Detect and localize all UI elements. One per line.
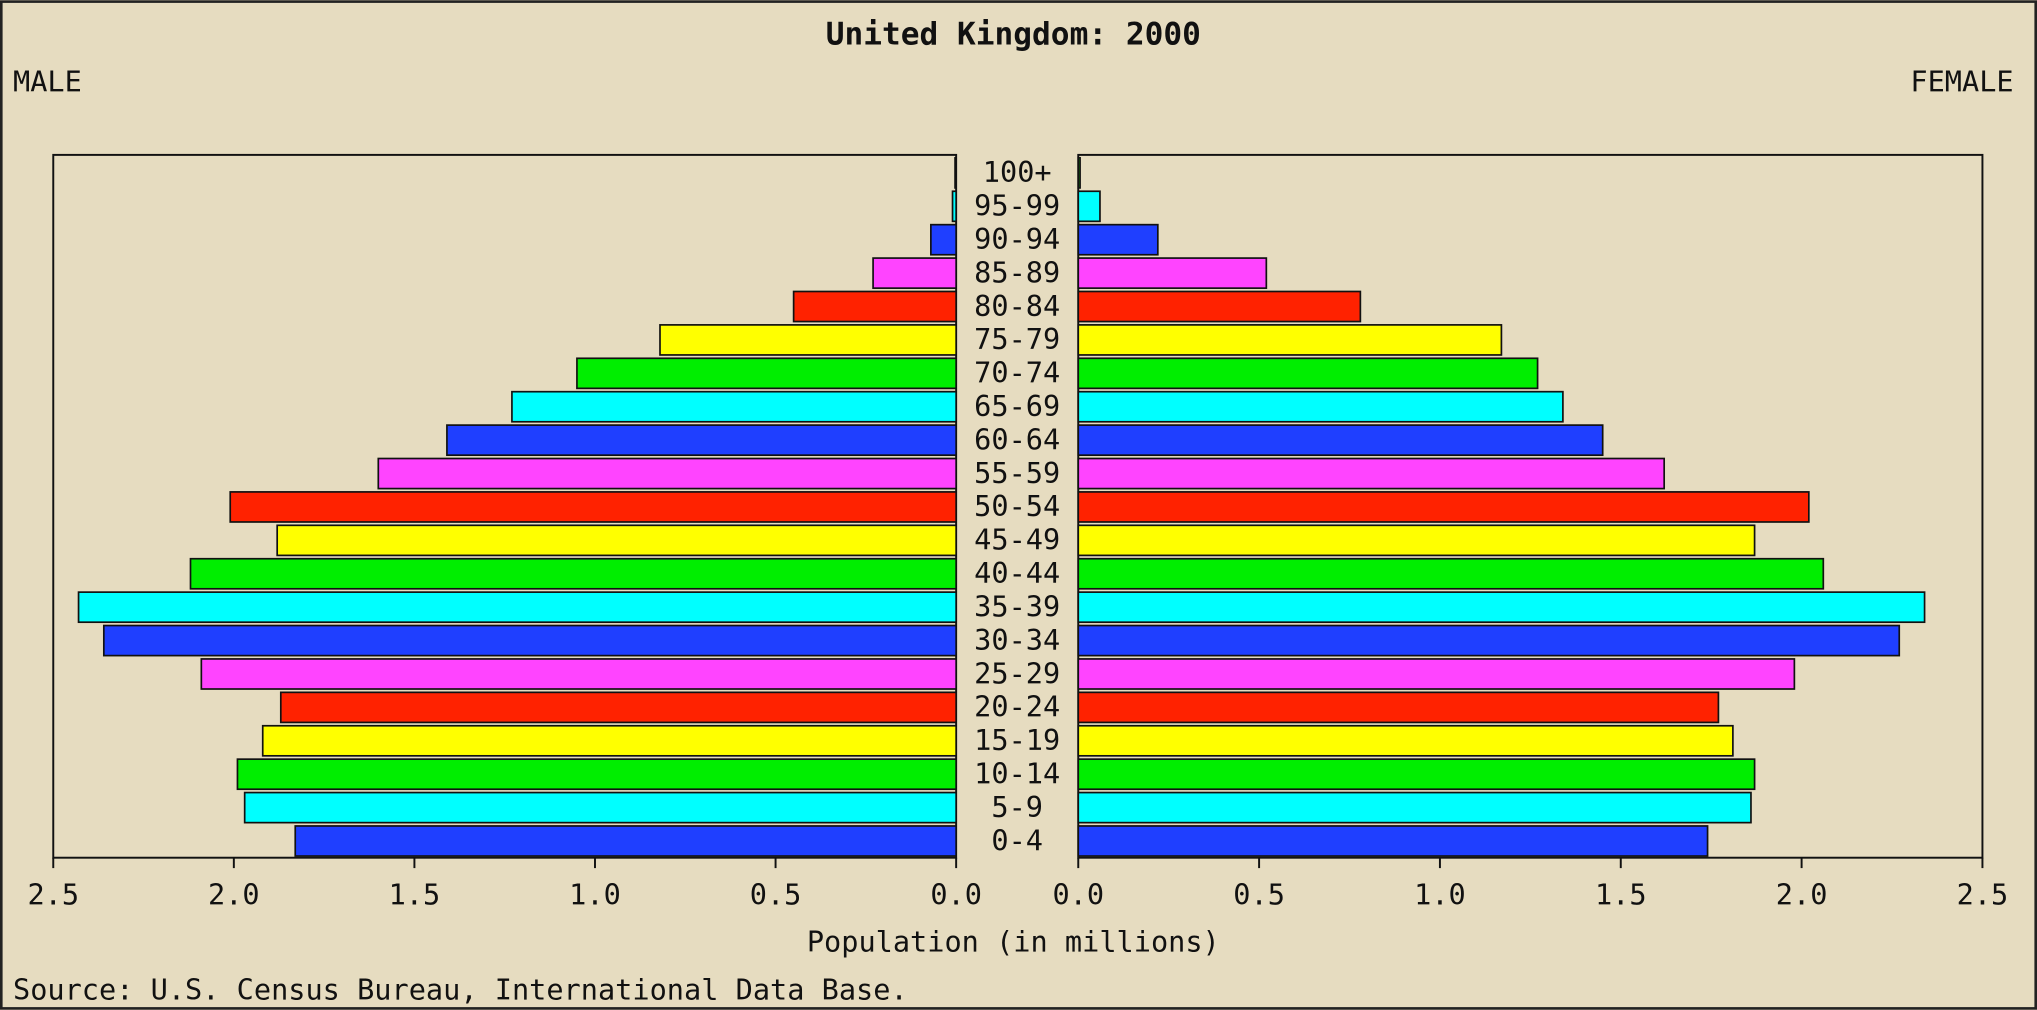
- bar: [1077, 257, 1268, 289]
- left-label: MALE: [13, 64, 82, 98]
- category-label: 80-84: [974, 289, 1060, 323]
- right-label: FEMALE: [1910, 64, 2013, 98]
- category-label: 95-99: [974, 189, 1060, 223]
- x-tick-label: 0.5: [1233, 878, 1285, 912]
- x-tick-label: 0.0: [1052, 878, 1104, 912]
- bar: [189, 557, 957, 590]
- bar: [1077, 658, 1796, 690]
- bar: [261, 724, 957, 757]
- bar: [1077, 390, 1564, 423]
- bar: [930, 223, 957, 256]
- category-label: 30-34: [974, 623, 1060, 657]
- bar: [1077, 324, 1503, 356]
- category-label: 35-39: [974, 589, 1060, 623]
- bar: [951, 190, 957, 223]
- bar: [200, 658, 957, 690]
- x-tick-label: 1.5: [1595, 878, 1647, 912]
- source-note: Source: U.S. Census Bureau, Internationa…: [13, 973, 908, 1007]
- bar: [1077, 524, 1756, 557]
- x-tick-label: 2.0: [208, 878, 260, 912]
- x-tick-label: 1.0: [569, 878, 621, 912]
- bar: [872, 257, 957, 289]
- x-tick-label: 0.5: [750, 878, 802, 912]
- category-label: 5-9: [991, 790, 1043, 824]
- category-label: 25-29: [974, 656, 1060, 690]
- category-label: 0-4: [991, 823, 1043, 857]
- category-label: 85-89: [974, 255, 1060, 289]
- category-label: 60-64: [974, 422, 1060, 456]
- bar: [954, 157, 957, 189]
- bar: [102, 624, 957, 657]
- category-label: 70-74: [974, 356, 1060, 390]
- bar: [659, 324, 957, 356]
- bar: [276, 524, 957, 557]
- bar: [1077, 157, 1081, 189]
- bar: [1077, 223, 1159, 256]
- bar: [511, 390, 957, 423]
- bar: [1077, 724, 1734, 757]
- bar: [446, 424, 957, 457]
- bar: [1077, 825, 1709, 857]
- x-tick-label: 0.0: [930, 878, 982, 912]
- bar: [236, 758, 957, 791]
- category-label: 45-49: [974, 523, 1060, 557]
- category-label: 15-19: [974, 723, 1060, 757]
- category-label: 50-54: [974, 489, 1060, 523]
- bar: [1077, 691, 1720, 724]
- x-tick-label: 1.0: [1414, 878, 1466, 912]
- x-tick-label: 2.0: [1776, 878, 1828, 912]
- bar: [1077, 290, 1362, 323]
- bar: [1077, 624, 1901, 657]
- bar: [1077, 357, 1539, 390]
- bar: [243, 791, 957, 824]
- bar: [1077, 491, 1810, 523]
- bar: [1077, 190, 1101, 223]
- x-axis-label: Population (in millions): [807, 924, 1220, 958]
- chart-title: United Kingdom: 2000: [826, 16, 1201, 52]
- x-tick-label: 1.5: [389, 878, 441, 912]
- bar: [377, 457, 957, 490]
- bar: [229, 491, 957, 523]
- x-tick-label: 2.5: [1957, 878, 2009, 912]
- category-label: 100+: [983, 155, 1052, 189]
- category-label: 65-69: [974, 389, 1060, 423]
- bar: [1077, 557, 1825, 590]
- bar: [279, 691, 957, 724]
- bar: [1077, 791, 1752, 824]
- category-label: 55-59: [974, 456, 1060, 490]
- bar: [1077, 758, 1756, 791]
- x-tick-label: 2.5: [27, 878, 79, 912]
- bar: [1077, 591, 1926, 624]
- category-label: 40-44: [974, 556, 1060, 590]
- category-label: 10-14: [974, 756, 1060, 790]
- bar: [1077, 457, 1666, 490]
- bar: [576, 357, 957, 390]
- category-label: 90-94: [974, 222, 1060, 256]
- bar: [1077, 424, 1604, 457]
- category-label: 20-24: [974, 690, 1060, 724]
- bar: [294, 825, 957, 857]
- bar: [792, 290, 957, 323]
- bar: [77, 591, 957, 624]
- category-label: 75-79: [974, 322, 1060, 356]
